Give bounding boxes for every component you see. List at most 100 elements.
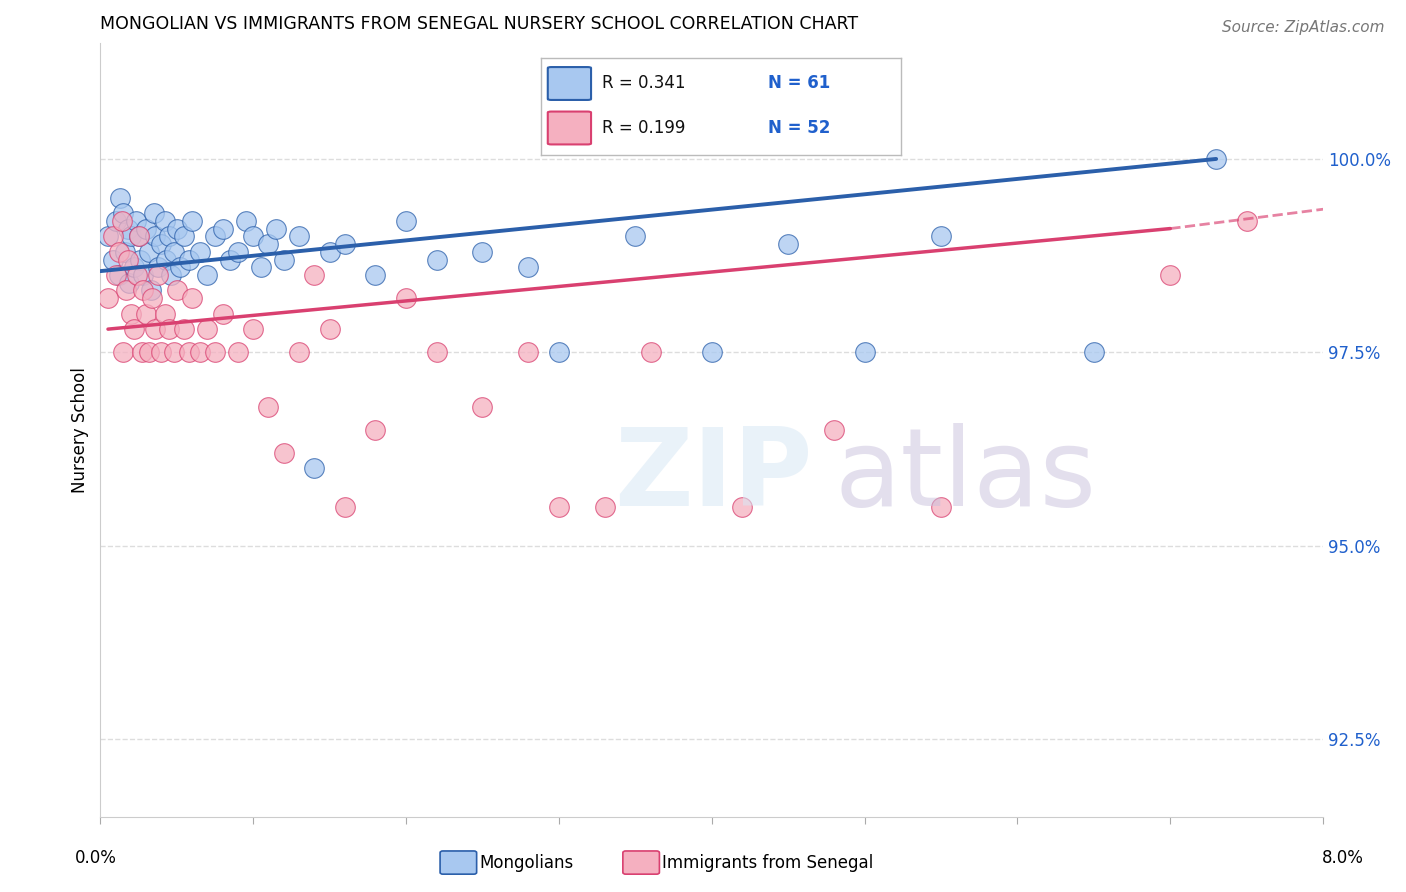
Point <box>181 214 204 228</box>
Point <box>548 500 571 514</box>
Point <box>395 291 418 305</box>
Point <box>112 206 135 220</box>
Point <box>395 214 418 228</box>
Point <box>471 400 494 414</box>
Point <box>142 206 165 220</box>
Point <box>181 291 204 305</box>
Point <box>318 244 340 259</box>
Point <box>101 252 124 267</box>
Point <box>115 284 138 298</box>
Point <box>166 221 188 235</box>
Point <box>731 500 754 514</box>
Point <box>104 214 127 228</box>
Point <box>128 229 150 244</box>
Point <box>1159 268 1181 282</box>
Point <box>157 322 180 336</box>
Point <box>177 252 200 267</box>
Point <box>132 284 155 298</box>
Point <box>138 244 160 259</box>
Point <box>145 229 167 244</box>
Point <box>155 252 177 267</box>
Point <box>426 345 449 359</box>
Point <box>257 400 280 414</box>
Point <box>129 252 152 267</box>
Point <box>117 252 139 267</box>
Point <box>364 423 387 437</box>
Text: atlas: atlas <box>834 423 1097 529</box>
Point <box>929 229 952 244</box>
Point <box>132 268 155 282</box>
Point <box>700 345 723 359</box>
Point <box>120 307 142 321</box>
Point <box>112 345 135 359</box>
Point <box>219 252 242 267</box>
Point <box>1205 152 1227 166</box>
Point <box>157 229 180 244</box>
Text: MONGOLIAN VS IMMIGRANTS FROM SENEGAL NURSERY SCHOOL CORRELATION CHART: MONGOLIAN VS IMMIGRANTS FROM SENEGAL NUR… <box>100 15 859 33</box>
Point <box>97 229 120 244</box>
Point <box>264 221 287 235</box>
Point <box>118 276 141 290</box>
Point <box>226 345 249 359</box>
Point <box>211 307 233 321</box>
Point <box>778 237 800 252</box>
Point <box>288 345 311 359</box>
Point <box>104 268 127 282</box>
Point <box>122 322 145 336</box>
Point <box>242 322 264 336</box>
Point <box>177 345 200 359</box>
Point <box>364 268 387 282</box>
Point <box>188 244 211 259</box>
Point <box>1083 345 1105 359</box>
Point <box>131 345 153 359</box>
Point <box>624 229 647 244</box>
Point <box>110 191 132 205</box>
Point <box>548 345 571 359</box>
Point <box>273 252 295 267</box>
Point <box>150 345 173 359</box>
Point <box>304 461 326 475</box>
Point <box>273 446 295 460</box>
Point <box>640 345 662 359</box>
Point <box>517 260 540 275</box>
Point <box>188 345 211 359</box>
Point <box>138 345 160 359</box>
Point <box>128 229 150 244</box>
Point <box>1236 214 1258 228</box>
Point <box>169 260 191 275</box>
Point <box>163 244 186 259</box>
Point <box>101 229 124 244</box>
Point <box>111 214 134 228</box>
Point <box>304 268 326 282</box>
Point <box>97 291 120 305</box>
Point <box>139 284 162 298</box>
Point <box>242 229 264 244</box>
Point <box>107 244 129 259</box>
Point <box>125 268 148 282</box>
Point <box>145 322 167 336</box>
Point <box>173 229 195 244</box>
Point <box>148 260 170 275</box>
Text: 8.0%: 8.0% <box>1322 849 1364 867</box>
Point <box>122 260 145 275</box>
Point <box>929 500 952 514</box>
Point <box>159 268 181 282</box>
Point <box>471 244 494 259</box>
Text: Immigrants from Senegal: Immigrants from Senegal <box>662 854 873 871</box>
Point <box>107 268 129 282</box>
Point <box>135 307 157 321</box>
Point <box>823 423 845 437</box>
Point <box>333 237 356 252</box>
Point <box>114 244 136 259</box>
Point <box>318 322 340 336</box>
Point <box>257 237 280 252</box>
Point <box>593 500 616 514</box>
Point <box>195 268 218 282</box>
Point <box>226 244 249 259</box>
Point <box>141 291 163 305</box>
Point <box>120 229 142 244</box>
Point <box>163 345 186 359</box>
Point <box>517 345 540 359</box>
Point <box>250 260 273 275</box>
Point <box>853 345 876 359</box>
